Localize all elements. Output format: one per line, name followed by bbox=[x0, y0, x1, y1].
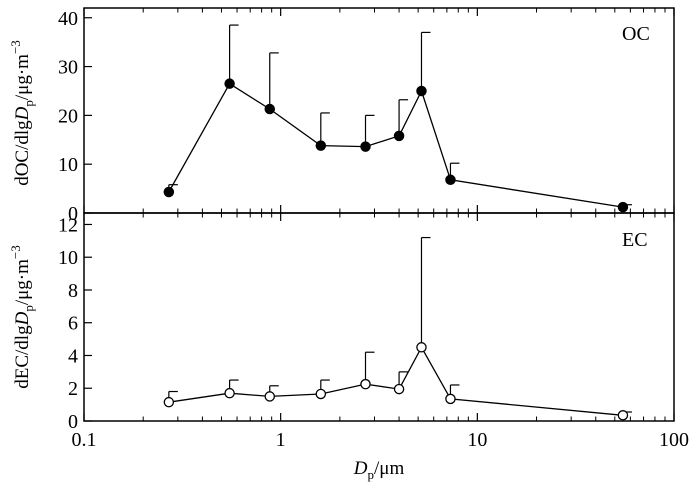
ec-y-tick-label: 2 bbox=[68, 378, 78, 400]
ec-data-point bbox=[617, 410, 629, 421]
oc-y-tick-label: 30 bbox=[58, 57, 78, 79]
ec-panel-label: EC bbox=[622, 229, 648, 251]
x-tick-label: 10 bbox=[467, 429, 487, 451]
ec-y-title-sub: p bbox=[21, 305, 36, 312]
ec-data-point bbox=[315, 388, 327, 400]
oc-panel-label: OC bbox=[622, 23, 650, 45]
x-tick-label: 100 bbox=[659, 429, 689, 451]
x-axis: 0.1 1 10 100 bbox=[72, 429, 690, 451]
oc-data-point bbox=[224, 78, 235, 89]
x-title-unit: /μm bbox=[374, 458, 404, 479]
ec-data-point bbox=[163, 396, 175, 408]
oc-plot-frame bbox=[83, 7, 675, 214]
ec-plot-frame bbox=[83, 212, 675, 422]
ec-data-point bbox=[416, 342, 427, 353]
oc-y-title-sup: −3 bbox=[8, 40, 23, 54]
oc-data-point bbox=[393, 130, 405, 142]
oc-panel: OC dOC/dlgDp/μg·m−3 0 10 20 30 40 bbox=[8, 7, 675, 225]
oc-y-title-suffix: /μg·m bbox=[12, 54, 33, 100]
oc-data-point bbox=[264, 103, 275, 115]
oc-data-point bbox=[416, 85, 427, 97]
x-axis-title: Dp/μm bbox=[353, 458, 405, 482]
x-tick-label: 0.1 bbox=[72, 429, 97, 451]
oc-data-point bbox=[315, 140, 327, 151]
ec-y-tick-label: 0 bbox=[68, 411, 78, 433]
x-tick-label: 1 bbox=[276, 429, 286, 451]
oc-y-title-sub: p bbox=[21, 100, 36, 107]
ec-panel: EC dEC/dlgDp/μg·m−3 0 2 4 6 8 10 12 bbox=[8, 212, 675, 433]
ec-y-title-suffix: /μg·m bbox=[12, 259, 33, 305]
oc-data-point bbox=[163, 186, 175, 198]
ec-y-tick-label: 10 bbox=[58, 247, 78, 269]
ec-data-point bbox=[224, 387, 235, 399]
ec-y-axis-title: dEC/dlgDp/μg·m−3 bbox=[8, 245, 36, 389]
oc-series-line bbox=[168, 82, 624, 208]
oc-data-point bbox=[445, 174, 456, 186]
ec-y-title-sup: −3 bbox=[8, 245, 23, 259]
ec-data-point bbox=[360, 378, 371, 390]
ec-y-title-prefix: dEC/dlg bbox=[12, 325, 33, 389]
ec-y-tick-label: 12 bbox=[58, 214, 78, 236]
ec-y-tick-label: 6 bbox=[68, 313, 78, 335]
ec-data-point bbox=[264, 391, 275, 402]
ec-data-point bbox=[393, 383, 405, 395]
ec-data-point bbox=[445, 393, 456, 405]
ec-y-tick-label: 4 bbox=[68, 345, 78, 367]
oc-y-title-prefix: dOC/dlg bbox=[12, 120, 33, 186]
oc-y-tick-label: 0 bbox=[68, 203, 78, 225]
oc-y-title-var: D bbox=[12, 106, 33, 121]
oc-y-tick-label: 40 bbox=[58, 8, 78, 30]
ec-y-tick-label: 8 bbox=[68, 280, 78, 302]
oc-y-axis-title: dOC/dlgDp/μg·m−3 bbox=[8, 40, 36, 186]
oc-data-point bbox=[360, 141, 371, 152]
oc-y-tick-label: 10 bbox=[58, 154, 78, 176]
ec-y-title-var: D bbox=[12, 311, 33, 326]
oc-data-point bbox=[617, 201, 629, 213]
ec-series-line bbox=[168, 345, 623, 416]
x-title-var: D bbox=[353, 458, 368, 479]
x-title-sub: p bbox=[367, 467, 374, 482]
oc-y-tick-label: 20 bbox=[58, 105, 78, 127]
